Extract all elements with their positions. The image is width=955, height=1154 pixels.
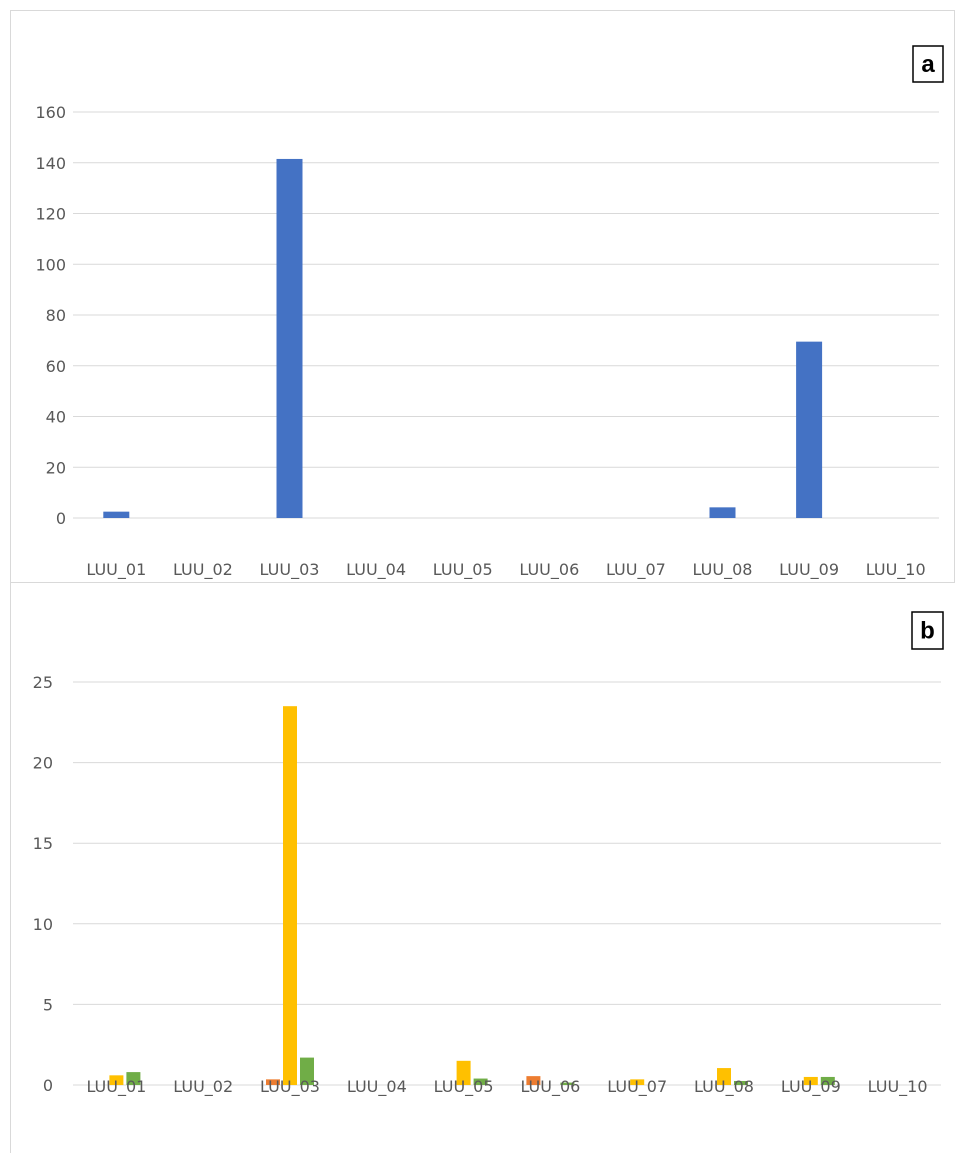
bar-cu-luu_06 <box>560 1082 575 1085</box>
x-tick-label: LUU_01 <box>86 1077 146 1097</box>
panel-label-box <box>912 45 944 83</box>
bar-cu-luu_05 <box>473 1078 488 1085</box>
panel-label-box <box>911 611 944 650</box>
x-tick-label: LUU_08 <box>693 560 753 580</box>
y-tick-label: 15 <box>33 834 53 853</box>
y-tick-label: 25 <box>33 673 53 692</box>
y-tick-label: 80 <box>46 306 66 325</box>
chart-panel-b: 0 5 10 15 20 25 LUU_01 LUU_02 LUU_03 LUU_04 LUU_05… <box>10 582 955 1153</box>
x-tick-label: LUU_02 <box>173 1077 233 1097</box>
bar-pb-luu_03 <box>283 706 297 1085</box>
bar-luu_03 <box>276 158 303 518</box>
x-tick-label: LUU_09 <box>781 1077 841 1097</box>
y-tick-label: 160 <box>35 103 66 122</box>
bar-pb-luu_01 <box>109 1075 124 1085</box>
y-tick-label: 20 <box>46 458 66 477</box>
x-tick-label: LUU_07 <box>606 560 666 580</box>
bar-cd-luu_03 <box>266 1079 280 1085</box>
bar-luu_09 <box>796 341 823 518</box>
x-tick-label: LUU_08 <box>694 1077 754 1097</box>
x-tick-label: LUU_06 <box>519 560 579 580</box>
bar-cd-luu_06 <box>526 1076 541 1085</box>
y-tick-label: 40 <box>46 408 66 427</box>
bar-pb-luu_07 <box>630 1079 645 1085</box>
y-tick-label: 60 <box>46 357 66 376</box>
bar-pb-luu_08 <box>717 1068 731 1085</box>
y-tick-label: 0 <box>56 509 66 528</box>
y-tick-label: 100 <box>35 255 66 274</box>
y-tick-label: 0 <box>43 1076 53 1095</box>
bar-luu_08 <box>709 507 736 518</box>
x-tick-label: LUU_04 <box>347 1077 407 1097</box>
panel-label: a <box>921 51 935 78</box>
y-tick-label: 5 <box>43 995 53 1014</box>
y-tick-label: 20 <box>33 754 53 773</box>
chart-panel-a: 0 20 40 60 80 100 120 140 160 LUU_01 LUU_02 LUU_03 L… <box>10 10 955 582</box>
y-tick-label: 120 <box>35 205 66 224</box>
x-tick-label: LUU_03 <box>260 1077 320 1097</box>
x-tick-label: LUU_03 <box>260 560 320 580</box>
x-tick-label: LUU_05 <box>434 1077 494 1097</box>
bar-cu-luu_01 <box>126 1072 141 1085</box>
bar-cu-luu_08 <box>734 1080 748 1085</box>
x-tick-label: LUU_04 <box>346 560 406 580</box>
x-tick-label: LUU_02 <box>173 560 233 580</box>
bar-pb-luu_05 <box>456 1060 471 1085</box>
panel-label: b <box>920 618 935 645</box>
chart-a-svg: 0 20 40 60 80 100 120 140 160 LUU_01 LUU_02 LUU_03 L… <box>35 45 944 580</box>
x-tick-label: LUU_06 <box>520 1077 580 1097</box>
bar-luu_01 <box>103 511 130 518</box>
x-tick-label: LUU_09 <box>779 560 839 580</box>
bar-cu-luu_03 <box>300 1057 314 1085</box>
x-tick-label: LUU_10 <box>866 560 926 580</box>
y-tick-label: 140 <box>35 154 66 173</box>
x-tick-label: LUU_01 <box>86 560 146 580</box>
chart-b-svg: 0 5 10 15 20 25 LUU_01 LUU_02 LUU_03 LUU_04 LUU_05… <box>33 611 944 1097</box>
x-tick-label: LUU_07 <box>607 1077 667 1097</box>
y-tick-label: 10 <box>33 915 53 934</box>
x-tick-label: LUU_05 <box>433 560 493 580</box>
x-tick-label: LUU_10 <box>868 1077 928 1097</box>
bar-cu-luu_09 <box>820 1076 835 1085</box>
bar-pb-luu_09 <box>803 1076 818 1085</box>
